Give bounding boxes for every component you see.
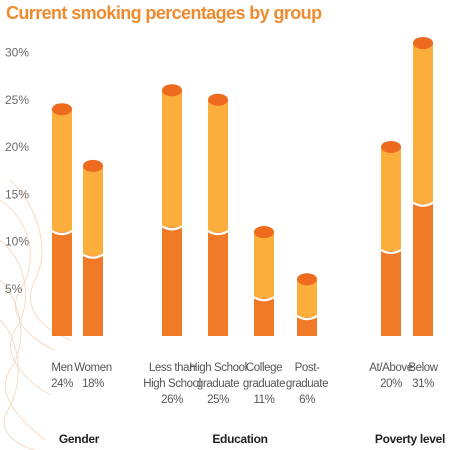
group-label: Poverty level: [375, 432, 445, 446]
bar-divider: [161, 225, 183, 231]
bar-divider: [380, 248, 402, 255]
category-label: At/Above 20%: [369, 362, 412, 390]
bar: [51, 103, 73, 336]
bar: [161, 84, 183, 336]
bar-upper-segment: [254, 232, 274, 299]
bar: [380, 141, 402, 336]
category-label: Less than High School 26%: [143, 362, 201, 406]
bar-divider: [207, 230, 229, 236]
bar-upper-segment: [52, 109, 72, 233]
bar-divider: [51, 230, 73, 236]
bar-lower-segment: [413, 203, 433, 336]
bar-upper-segment: [83, 165, 103, 256]
y-tick-label: 15%: [5, 187, 29, 201]
y-tick-label: 25%: [5, 93, 29, 107]
bar-cap: [83, 159, 103, 172]
category-labels: Men 24%Women 18% Less than High School 26%Hig…: [51, 362, 439, 406]
bar: [253, 226, 275, 336]
bar-upper-segment: [297, 279, 317, 318]
bar-cap: [254, 226, 274, 239]
bar-cap: [381, 141, 401, 153]
y-axis-ticks: 30% 25% 20% 15% 10% 5%: [5, 46, 29, 296]
chart-title: Current smoking percentages by group: [6, 3, 322, 23]
bar-upper-segment: [208, 99, 228, 233]
category-label: Men 24%: [51, 362, 73, 390]
bar-upper-segment: [413, 43, 433, 204]
bar-cap: [52, 103, 72, 116]
category-label: Post-graduate 6%: [286, 362, 328, 406]
bar: [207, 93, 229, 336]
category-label: College graduate 11%: [243, 362, 285, 406]
y-tick-label: 10%: [5, 235, 29, 249]
category-label: Below 31%: [408, 362, 438, 390]
bar-cap: [413, 37, 433, 50]
bar-lower-segment: [208, 232, 228, 336]
bar-lower-segment: [83, 255, 103, 336]
bar: [82, 159, 104, 336]
category-label: Women 18%: [74, 362, 111, 390]
y-tick-label: 30%: [5, 46, 29, 60]
bar-lower-segment: [381, 250, 401, 336]
bar-lower-segment: [52, 232, 72, 336]
bar-divider: [253, 296, 275, 302]
bar-upper-segment: [162, 90, 182, 228]
bar-upper-segment: [381, 147, 401, 251]
y-tick-label: 20%: [5, 140, 29, 154]
category-label: High School graduate 25%: [189, 362, 247, 406]
bar-divider: [82, 253, 104, 259]
bars: [51, 37, 434, 336]
bar: [296, 273, 318, 336]
y-tick-label: 5%: [5, 282, 23, 296]
group-labels: Gender Education Poverty level: [59, 432, 445, 446]
bar-lower-segment: [162, 227, 182, 336]
bar-divider: [412, 201, 434, 207]
bar-cap: [162, 84, 182, 97]
bar-cap: [297, 273, 317, 286]
group-label: Education: [212, 432, 267, 446]
bar: [412, 37, 434, 336]
bar-lower-segment: [254, 298, 274, 336]
group-label: Gender: [59, 432, 100, 446]
bar-divider: [296, 315, 318, 321]
bar-lower-segment: [297, 317, 317, 336]
bar-cap: [208, 93, 228, 106]
